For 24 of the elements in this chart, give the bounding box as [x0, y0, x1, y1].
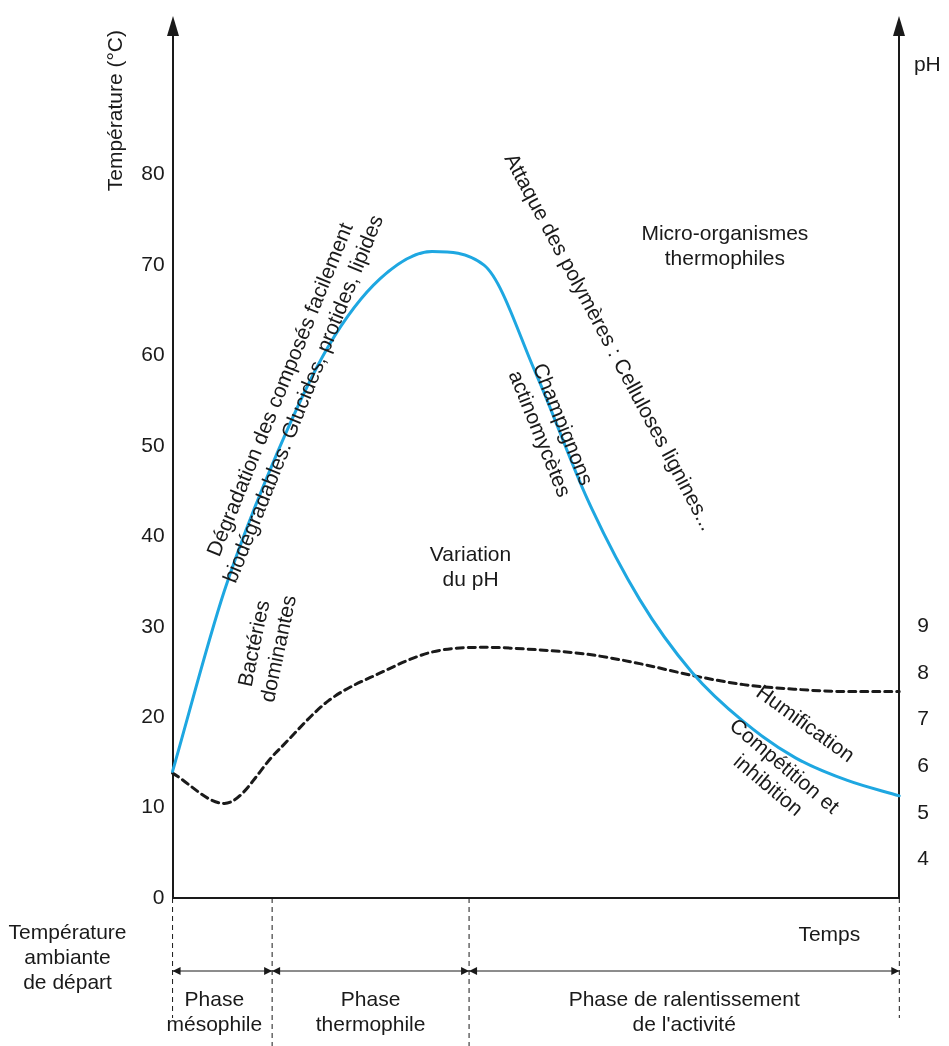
y-tick-label: 30 [141, 613, 165, 637]
text: Phase mésophile [166, 987, 263, 1036]
text: Température ambiante de départ [8, 919, 127, 993]
y2-tick-label: 9 [917, 613, 930, 637]
y-tick-label: 70 [141, 251, 165, 275]
y-tick-label: 40 [141, 523, 165, 547]
y-tick-label: 80 [141, 161, 165, 185]
text: Phase thermophile [315, 987, 426, 1036]
y-tick-label: 50 [141, 432, 165, 456]
y2-axis-title: pH [913, 51, 941, 75]
y2-tick-label: 6 [917, 752, 930, 776]
text: Phase de ralentissement de l'activité [568, 987, 800, 1036]
y2-tick-label: 8 [917, 659, 930, 683]
annotation: Micro-organismes thermophiles [641, 221, 809, 270]
y-axis-title: Température (°C) [103, 30, 127, 192]
y2-tick-label: 5 [917, 799, 930, 823]
y2-tick-label: 4 [917, 846, 930, 870]
x-axis-title: Temps [798, 921, 861, 945]
y2-tick-label: 7 [917, 706, 930, 730]
y-tick-label: 0 [152, 884, 165, 908]
y-tick-label: 60 [141, 342, 165, 366]
y-tick-label: 20 [141, 703, 165, 727]
y-tick-label: 10 [141, 794, 165, 818]
annotation: Variation du pH [429, 542, 512, 591]
